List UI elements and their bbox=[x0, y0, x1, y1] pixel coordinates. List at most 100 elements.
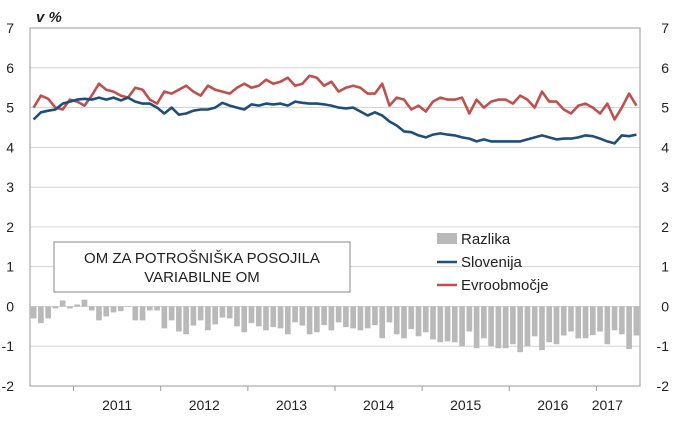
bar-razlika bbox=[292, 306, 298, 323]
bar-razlika bbox=[277, 306, 284, 329]
y-tick-label-left: 2 bbox=[6, 219, 14, 235]
bar-razlika bbox=[495, 306, 502, 349]
bar-razlika bbox=[226, 306, 233, 319]
difference-bars bbox=[30, 299, 640, 353]
bar-razlika bbox=[488, 306, 494, 347]
y-tick-label-left: 0 bbox=[6, 298, 14, 314]
x-tick-label: 2013 bbox=[276, 397, 307, 413]
legend-label-slovenija: Slovenija bbox=[461, 254, 523, 271]
series-lines bbox=[32, 74, 638, 145]
bar-razlika bbox=[481, 306, 487, 339]
bar-razlika bbox=[190, 306, 197, 326]
y-axis-left: -2 -1 0 1 2 3 4 5 6 7 bbox=[2, 20, 15, 394]
y-tick-label-right: -1 bbox=[657, 338, 670, 354]
bar-razlika bbox=[626, 306, 632, 350]
x-tick-label: 2016 bbox=[537, 397, 568, 413]
bar-razlika bbox=[379, 306, 386, 339]
y-tick-label-right: 0 bbox=[661, 298, 669, 314]
legend-item-razlika: Razlika bbox=[437, 231, 511, 248]
y-tick-label-right: 1 bbox=[661, 259, 669, 275]
bar-razlika bbox=[270, 306, 277, 328]
bar-razlika bbox=[357, 306, 364, 331]
bar-razlika bbox=[350, 306, 356, 329]
bar-razlika bbox=[299, 306, 306, 326]
bar-razlika bbox=[176, 306, 182, 332]
bar-razlika bbox=[531, 306, 538, 337]
bar-razlika bbox=[212, 306, 219, 325]
x-axis: 2011 2012 2013 2014 2015 2016 2017 bbox=[73, 386, 623, 413]
y-axis-right: -2 -1 0 1 2 3 4 5 6 7 bbox=[657, 20, 670, 394]
y-tick-label-left: 7 bbox=[6, 20, 14, 36]
bar-razlika bbox=[248, 306, 255, 324]
bar-razlika bbox=[553, 306, 560, 345]
bar-razlika bbox=[52, 306, 59, 309]
bar-razlika bbox=[314, 306, 320, 333]
bar-razlika bbox=[372, 306, 378, 326]
bar-razlika bbox=[81, 299, 88, 307]
unit-label: v % bbox=[36, 9, 62, 26]
x-tick-label: 2015 bbox=[450, 397, 481, 413]
y-tick-label-left: 3 bbox=[6, 179, 14, 195]
bar-razlika bbox=[255, 306, 262, 327]
y-tick-label-left: 5 bbox=[6, 100, 14, 116]
bar-razlika bbox=[422, 306, 429, 333]
bar-razlika bbox=[161, 306, 168, 329]
bar-razlika bbox=[146, 306, 153, 311]
bar-razlika bbox=[321, 306, 327, 326]
bar-razlika bbox=[611, 306, 618, 331]
bar-razlika bbox=[96, 306, 102, 321]
y-tick-label-right: 5 bbox=[661, 100, 669, 116]
bar-razlika bbox=[364, 306, 371, 329]
y-tick-label-right: 4 bbox=[661, 139, 669, 155]
bar-razlika bbox=[132, 306, 139, 321]
bar-razlika bbox=[59, 300, 66, 307]
bar-razlika bbox=[284, 306, 291, 335]
bar-razlika bbox=[205, 306, 211, 331]
legend-label-razlika: Razlika bbox=[461, 231, 511, 248]
line-slovenija bbox=[32, 96, 637, 145]
bar-razlika bbox=[343, 306, 349, 328]
bar-razlika bbox=[415, 306, 422, 337]
annotation-frame bbox=[53, 241, 351, 293]
y-tick-label-right: -2 bbox=[657, 378, 670, 394]
y-tick-label-right: 7 bbox=[661, 20, 669, 36]
bar-razlika bbox=[30, 306, 37, 319]
bar-razlika bbox=[444, 306, 451, 342]
bar-razlika bbox=[430, 306, 436, 340]
legend-item-evroobmocje: Evroobmočje bbox=[437, 277, 549, 294]
bar-razlika bbox=[459, 306, 465, 347]
bar-razlika bbox=[597, 306, 603, 332]
bar-razlika bbox=[473, 306, 480, 349]
bar-razlika bbox=[393, 306, 400, 335]
bar-razlika bbox=[197, 306, 204, 321]
annotation-line-2: VARIABILNE OM bbox=[144, 269, 260, 286]
bar-razlika bbox=[408, 306, 415, 330]
annotation-line-1: OM ZA POTROŠNIŠKA POSOJILA bbox=[84, 250, 320, 267]
bar-razlika bbox=[451, 306, 458, 343]
y-tick-label-right: 2 bbox=[661, 219, 669, 235]
bar-razlika bbox=[263, 306, 269, 331]
bar-razlika bbox=[437, 306, 444, 343]
y-tick-label-left: -2 bbox=[2, 378, 15, 394]
bar-razlika bbox=[103, 306, 110, 317]
bar-razlika bbox=[88, 306, 95, 311]
y-tick-label-left: 1 bbox=[6, 259, 14, 275]
bar-razlika bbox=[401, 306, 407, 339]
bar-razlika bbox=[546, 306, 553, 343]
bar-razlika bbox=[125, 306, 131, 308]
bar-razlika bbox=[117, 306, 124, 312]
bar-razlika bbox=[45, 306, 51, 319]
legend-swatch-razlika bbox=[437, 233, 457, 244]
y-tick-label-left: -1 bbox=[2, 338, 15, 354]
y-tick-label-left: 4 bbox=[6, 139, 14, 155]
bar-razlika bbox=[386, 306, 393, 323]
bar-razlika bbox=[139, 306, 146, 321]
bar-razlika bbox=[168, 306, 175, 321]
bar-razlika bbox=[582, 306, 589, 339]
legend: Razlika Slovenija Evroobmočje bbox=[437, 231, 549, 294]
bar-razlika bbox=[589, 306, 596, 336]
x-tick-label: 2014 bbox=[363, 397, 394, 413]
bar-razlika bbox=[517, 306, 524, 353]
bar-razlika bbox=[502, 306, 509, 349]
